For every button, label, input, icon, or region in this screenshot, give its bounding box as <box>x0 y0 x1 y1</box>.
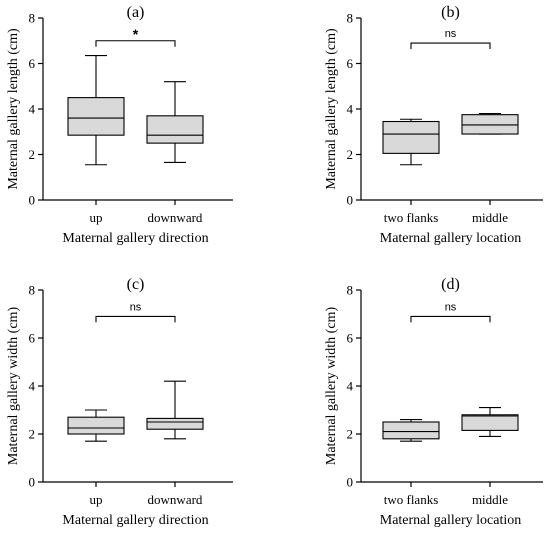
x-tick-label: middle <box>472 210 508 225</box>
y-tick-label: 6 <box>347 56 354 71</box>
iqr-box <box>67 416 125 435</box>
box-plot-downward <box>146 380 204 440</box>
significance-bracket: ns <box>410 301 491 323</box>
y-tick-label: 0 <box>29 475 36 490</box>
y-axis-title: Maternal gallery width (cm) <box>324 307 339 466</box>
iqr-box <box>146 115 204 144</box>
box-plot-up <box>67 54 125 166</box>
significance-bracket: ns <box>95 301 176 323</box>
x-axis-title: Maternal gallery direction <box>62 231 208 246</box>
significance-label: ns <box>445 301 457 313</box>
x-tick-label: two flanks <box>384 210 439 225</box>
y-tick-label: 0 <box>347 193 354 208</box>
bracket-line <box>95 40 176 47</box>
box-plot-two-flanks <box>382 419 440 442</box>
x-tick-label: up <box>90 492 103 507</box>
iqr-box <box>382 421 440 440</box>
box-plot-middle <box>461 407 519 437</box>
y-tick-label: 2 <box>347 427 354 442</box>
bracket-line <box>410 315 491 323</box>
x-axis-title: Maternal gallery location <box>380 231 522 246</box>
significance-bracket: * <box>95 26 176 47</box>
box-plot-up <box>67 409 125 442</box>
y-axis-title: Maternal gallery length (cm) <box>6 28 21 190</box>
y-tick-label: 6 <box>347 331 354 346</box>
y-axis-title: Maternal gallery length (cm) <box>324 28 339 190</box>
y-tick-label: 8 <box>347 283 354 298</box>
y-tick-label: 6 <box>29 331 36 346</box>
box-plot-two-flanks <box>382 118 440 166</box>
y-tick-label: 4 <box>29 102 36 117</box>
x-axis-title: Maternal gallery direction <box>62 513 208 528</box>
box-plot-middle <box>461 113 519 135</box>
box-plot-downward <box>146 81 204 164</box>
iqr-box <box>146 417 204 430</box>
x-tick-label: middle <box>472 492 508 507</box>
iqr-box <box>67 97 125 136</box>
y-tick-label: 8 <box>29 11 36 26</box>
y-tick-label: 2 <box>29 147 36 162</box>
y-tick-label: 4 <box>347 379 354 394</box>
y-tick-label: 0 <box>29 193 36 208</box>
y-tick-label: 6 <box>29 56 36 71</box>
y-tick-label: 8 <box>347 11 354 26</box>
bracket-line <box>95 315 176 323</box>
panel-label: (c) <box>127 276 145 293</box>
chart-panel-1: (a) 0 2 4 6 8 up downward Maternal gallery direc… <box>6 4 233 246</box>
chart-panel-3: (c) 0 2 4 6 8 up downward Maternal gallery direc… <box>6 276 233 528</box>
panel-label: (d) <box>441 276 460 293</box>
y-axis-title: Maternal gallery width (cm) <box>6 307 21 466</box>
significance-label: ns <box>445 28 457 40</box>
iqr-box <box>461 414 519 431</box>
x-tick-label: up <box>90 210 103 225</box>
y-tick-label: 2 <box>347 147 354 162</box>
panel-label: (b) <box>441 4 460 21</box>
significance-label: * <box>133 26 139 42</box>
significance-bracket: ns <box>410 28 491 50</box>
significance-label: ns <box>130 301 142 313</box>
iqr-box <box>382 120 440 154</box>
y-tick-label: 0 <box>347 475 354 490</box>
y-tick-label: 2 <box>29 427 36 442</box>
y-tick-label: 4 <box>347 102 354 117</box>
bracket-line <box>410 42 491 50</box>
x-tick-label: downward <box>148 492 203 507</box>
iqr-box <box>461 114 519 135</box>
chart-panel-2: (b) 0 2 4 6 8 two flanks middle Maternal gallery… <box>324 4 543 246</box>
y-tick-label: 8 <box>29 283 36 298</box>
chart-panel-4: (d) 0 2 4 6 8 two flanks middle Maternal gallery… <box>324 276 543 528</box>
x-axis-title: Maternal gallery location <box>380 513 522 528</box>
y-tick-label: 4 <box>29 379 36 394</box>
x-tick-label: downward <box>148 210 203 225</box>
x-tick-label: two flanks <box>384 492 439 507</box>
panel-label: (a) <box>127 4 145 21</box>
